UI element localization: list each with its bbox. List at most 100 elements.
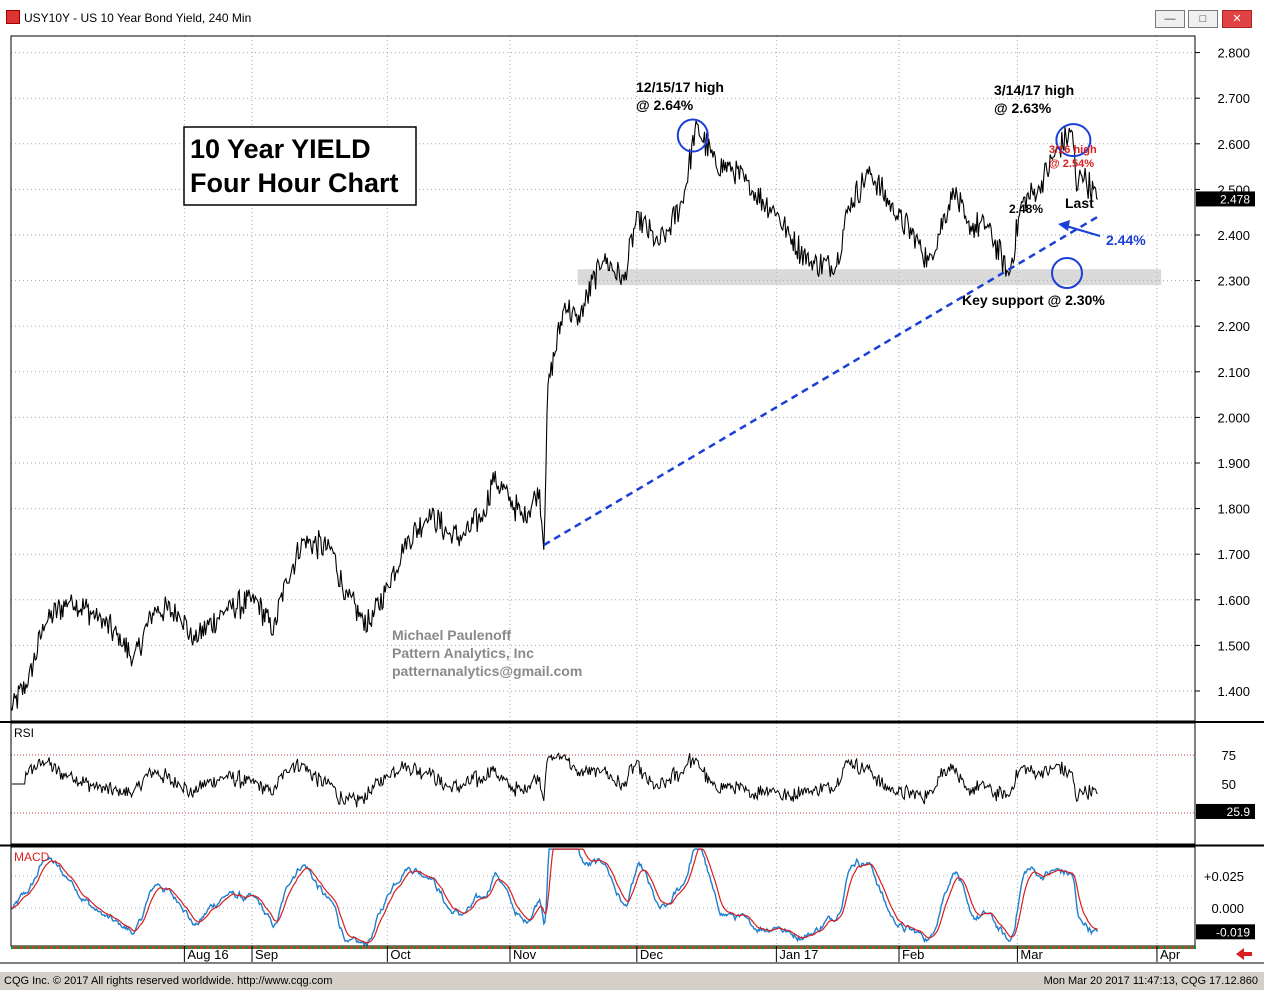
rsi-line <box>12 752 1098 808</box>
y-tick-label: 2.100 <box>1217 365 1250 380</box>
x-axis-strip-tick <box>947 946 950 949</box>
x-axis-strip-tick <box>443 946 446 949</box>
x-axis-strip-tick <box>1085 946 1088 949</box>
x-axis-strip-tick <box>905 946 908 949</box>
x-axis-strip-tick <box>461 946 464 949</box>
x-axis-strip-tick <box>233 946 236 949</box>
x-axis-strip-tick <box>713 946 716 949</box>
x-axis-strip-tick <box>977 946 980 949</box>
x-axis-strip-tick <box>665 946 668 949</box>
x-axis-strip-tick <box>281 946 284 949</box>
x-axis-strip-tick <box>809 946 812 949</box>
x-axis-strip-tick <box>821 946 824 949</box>
projection-arrowhead <box>1058 220 1070 231</box>
x-axis-strip-tick <box>953 946 956 949</box>
x-axis-strip-tick <box>305 946 308 949</box>
x-axis-strip-tick <box>581 946 584 949</box>
minimize-button[interactable]: — <box>1155 10 1185 28</box>
x-axis-strip-tick <box>989 946 992 949</box>
y-tick-label: 2.800 <box>1217 46 1250 61</box>
y-tick-label: 2.000 <box>1217 410 1250 425</box>
x-axis-strip-tick <box>167 946 170 949</box>
x-axis-strip-tick <box>1097 946 1100 949</box>
x-axis-strip-tick <box>125 946 128 949</box>
copyright-text: CQG Inc. © 2017 All rights reserved worl… <box>4 975 333 987</box>
x-axis-strip-tick <box>791 946 794 949</box>
x-axis-strip-tick <box>185 946 188 949</box>
x-axis-strip-tick <box>113 946 116 949</box>
x-axis-strip-tick <box>935 946 938 949</box>
x-axis-strip-tick <box>569 946 572 949</box>
high-dec-circle <box>676 118 709 153</box>
x-axis-strip-tick <box>191 946 194 949</box>
scroll-right-arrow-icon[interactable] <box>1234 946 1254 962</box>
high-mar-label: 3/14/17 high <box>994 82 1074 98</box>
rsi-tick-label: 50 <box>1222 777 1236 792</box>
x-axis-strip-tick <box>203 946 206 949</box>
x-axis-strip-tick <box>455 946 458 949</box>
x-axis-strip-tick <box>707 946 710 949</box>
x-axis-strip-tick <box>497 946 500 949</box>
x-axis-strip-tick <box>797 946 800 949</box>
close-button[interactable]: ✕ <box>1222 10 1252 28</box>
annotations: 10 Year YIELD Four Hour Chart 12/15/17 hig… <box>183 79 1146 679</box>
x-axis-strip-tick <box>35 946 38 949</box>
x-axis-strip-tick <box>833 946 836 949</box>
x-axis-strip-tick <box>875 946 878 949</box>
x-axis-strip-tick <box>893 946 896 949</box>
x-axis-strip-tick <box>785 946 788 949</box>
x-axis-strip-tick <box>1163 946 1166 949</box>
x-axis-strip-tick <box>527 946 530 949</box>
x-axis-strip-tick <box>287 946 290 949</box>
x-axis-strip-tick <box>1055 946 1058 949</box>
x-axis-strip-tick <box>383 946 386 949</box>
x-axis-strip-tick <box>1091 946 1094 949</box>
x-axis-strip-tick <box>1157 946 1160 949</box>
x-axis-strip-tick <box>257 946 260 949</box>
x-axis-strip-tick <box>59 946 62 949</box>
price-plot <box>10 120 1099 711</box>
x-axis-strip-tick <box>143 946 146 949</box>
x-tick-label: Apr <box>1160 947 1181 962</box>
x-axis-strip-tick <box>539 946 542 949</box>
watermark-line: patternanalytics@gmail.com <box>392 663 582 679</box>
x-axis-strip-tick <box>827 946 830 949</box>
x-axis-strip-tick <box>647 946 650 949</box>
last-rsi-label: 25.9 <box>1227 805 1251 819</box>
x-axis-strip-tick <box>293 946 296 949</box>
x-axis-strip-tick <box>1121 946 1124 949</box>
x-axis-strip-tick <box>731 946 734 949</box>
x-axis-strip-tick <box>509 946 512 949</box>
x-axis-strip-tick <box>29 946 32 949</box>
x-axis-strip-tick <box>941 946 944 949</box>
x-axis-strip-tick <box>1175 946 1178 949</box>
y-tick-label: 2.400 <box>1217 228 1250 243</box>
x-axis-strip-tick <box>1139 946 1142 949</box>
rsi-tick-label: 75 <box>1222 748 1236 763</box>
x-axis-strip-tick <box>545 946 548 949</box>
x-axis-strip-tick <box>923 946 926 949</box>
x-axis-strip-tick <box>803 946 806 949</box>
x-axis-strip-tick <box>653 946 656 949</box>
x-tick-label: Jan 17 <box>779 947 818 962</box>
x-axis-strip-tick <box>197 946 200 949</box>
x-axis-strip-tick <box>671 946 674 949</box>
x-axis-strip-tick <box>425 946 428 949</box>
x-axis-strip-tick <box>839 946 842 949</box>
x-axis-strip-tick <box>1013 946 1016 949</box>
x-axis-strip-tick <box>1067 946 1070 949</box>
y-tick-label: 1.700 <box>1217 547 1250 562</box>
x-axis-strip-tick <box>371 946 374 949</box>
chart-title-line2: Four Hour Chart <box>190 168 399 198</box>
window-title: USY10Y - US 10 Year Bond Yield, 240 Min <box>24 11 252 25</box>
x-axis-strip-tick <box>929 946 932 949</box>
maximize-button[interactable]: □ <box>1188 10 1218 28</box>
x-axis-strip-tick <box>1145 946 1148 949</box>
x-axis-strip-tick <box>341 946 344 949</box>
watermark-line: Michael Paulenoff <box>392 627 511 643</box>
y-tick-label: 2.700 <box>1217 91 1250 106</box>
x-axis-strip-tick <box>317 946 320 949</box>
x-axis-strip-tick <box>107 946 110 949</box>
x-axis-strip-tick <box>881 946 884 949</box>
x-axis-strip-tick <box>419 946 422 949</box>
